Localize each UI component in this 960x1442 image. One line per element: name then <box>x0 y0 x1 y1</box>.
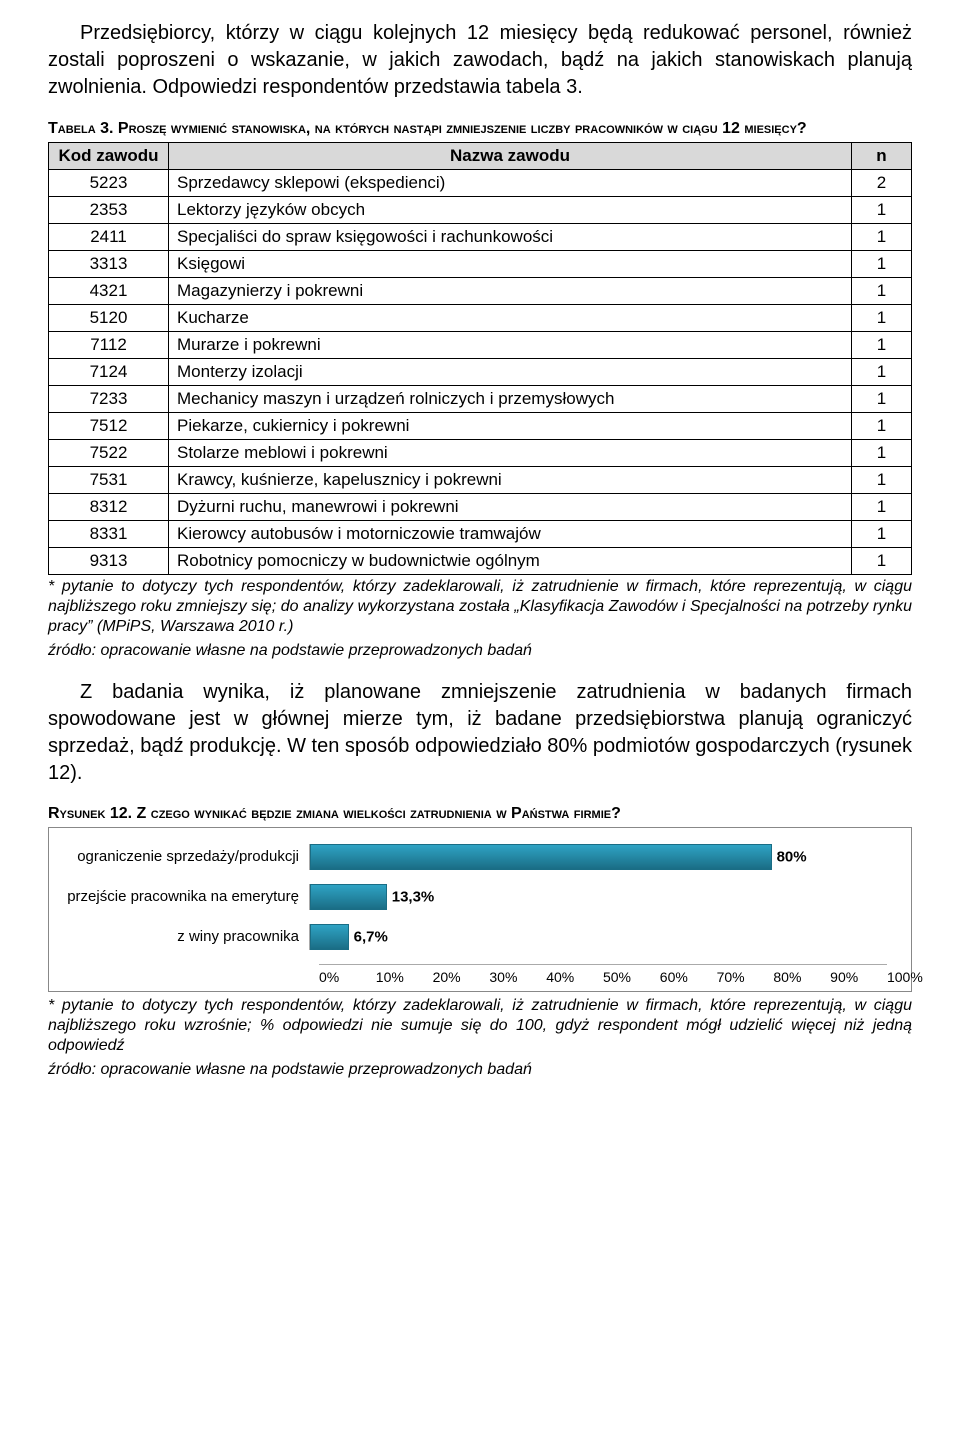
chart-row: przejście pracownika na emeryturę13,3% <box>59 884 887 910</box>
chart-bar-value: 80% <box>777 848 807 865</box>
occupations-table: Kod zawodu Nazwa zawodu n 5223Sprzedawcy… <box>48 142 912 575</box>
chart-title: Rysunek 12. Z czego wynikać będzie zmian… <box>48 805 912 823</box>
table-header-row: Kod zawodu Nazwa zawodu n <box>49 142 912 169</box>
table-source: źródło: opracowanie własne na podstawie … <box>48 641 912 661</box>
table-row: 9313Robotnicy pomocniczy w budownictwie … <box>49 547 912 574</box>
cell-name: Piekarze, cukiernicy i pokrewni <box>169 412 852 439</box>
cell-count: 1 <box>852 520 912 547</box>
cell-code: 5120 <box>49 304 169 331</box>
mid-paragraph: Z badania wynika, iż planowane zmniejsze… <box>48 679 912 787</box>
cell-name: Dyżurni ruchu, manewrowi i pokrewni <box>169 493 852 520</box>
cell-count: 1 <box>852 277 912 304</box>
cell-code: 7522 <box>49 439 169 466</box>
table-row: 7531Krawcy, kuśnierze, kapelusznicy i po… <box>49 466 912 493</box>
table-row: 7112Murarze i pokrewni1 <box>49 331 912 358</box>
cell-code: 8331 <box>49 520 169 547</box>
cell-code: 4321 <box>49 277 169 304</box>
cell-count: 1 <box>852 412 912 439</box>
table-row: 7512Piekarze, cukiernicy i pokrewni1 <box>49 412 912 439</box>
cell-count: 1 <box>852 466 912 493</box>
table-row: 8331Kierowcy autobusów i motorniczowie t… <box>49 520 912 547</box>
chart-bar-label: przejście pracownika na emeryturę <box>59 888 309 905</box>
cell-name: Robotnicy pomocniczy w budownictwie ogól… <box>169 547 852 574</box>
cell-count: 1 <box>852 304 912 331</box>
chart-bar: 80% <box>310 844 772 870</box>
cell-name: Murarze i pokrewni <box>169 331 852 358</box>
th-name: Nazwa zawodu <box>169 142 852 169</box>
table-footnote: * pytanie to dotyczy tych respondentów, … <box>48 577 912 637</box>
cell-code: 7124 <box>49 358 169 385</box>
table-row: 2353Lektorzy języków obcych1 <box>49 196 912 223</box>
cell-count: 1 <box>852 358 912 385</box>
cell-code: 9313 <box>49 547 169 574</box>
chart-bar-area: 6,7% <box>309 924 887 950</box>
table-row: 8312Dyżurni ruchu, manewrowi i pokrewni1 <box>49 493 912 520</box>
chart-footnote: * pytanie to dotyczy tych respondentów, … <box>48 996 912 1056</box>
chart-bar-label: z winy pracownika <box>59 928 309 945</box>
cell-count: 1 <box>852 439 912 466</box>
th-code: Kod zawodu <box>49 142 169 169</box>
cell-count: 1 <box>852 223 912 250</box>
cell-code: 2353 <box>49 196 169 223</box>
cell-code: 7112 <box>49 331 169 358</box>
chart-bar-area: 80% <box>309 844 887 870</box>
cell-name: Sprzedawcy sklepowi (ekspedienci) <box>169 169 852 196</box>
cell-code: 8312 <box>49 493 169 520</box>
cell-name: Specjaliści do spraw księgowości i rachu… <box>169 223 852 250</box>
chart-bar: 6,7% <box>310 924 349 950</box>
table-row: 7124Monterzy izolacji1 <box>49 358 912 385</box>
chart-source: źródło: opracowanie własne na podstawie … <box>48 1060 912 1080</box>
cell-code: 3313 <box>49 250 169 277</box>
table-row: 5223Sprzedawcy sklepowi (ekspedienci)2 <box>49 169 912 196</box>
table-row: 5120Kucharze1 <box>49 304 912 331</box>
cell-code: 2411 <box>49 223 169 250</box>
chart-bar-value: 13,3% <box>392 888 435 905</box>
cell-count: 1 <box>852 493 912 520</box>
cell-count: 2 <box>852 169 912 196</box>
cell-name: Kierowcy autobusów i motorniczowie tramw… <box>169 520 852 547</box>
cell-name: Lektorzy języków obcych <box>169 196 852 223</box>
chart-bar-area: 13,3% <box>309 884 887 910</box>
chart-row: z winy pracownika6,7% <box>59 924 887 950</box>
table-row: 7522Stolarze meblowi i pokrewni1 <box>49 439 912 466</box>
bar-chart: ograniczenie sprzedaży/produkcji80%przej… <box>48 827 912 992</box>
cell-code: 7512 <box>49 412 169 439</box>
table-row: 4321Magazynierzy i pokrewni1 <box>49 277 912 304</box>
table-title: Tabela 3. Proszę wymienić stanowiska, na… <box>48 119 912 140</box>
table-row: 2411Specjaliści do spraw księgowości i r… <box>49 223 912 250</box>
intro-paragraph: Przedsiębiorcy, którzy w ciągu kolejnych… <box>48 20 912 101</box>
cell-name: Kucharze <box>169 304 852 331</box>
chart-bar: 13,3% <box>310 884 387 910</box>
cell-code: 7531 <box>49 466 169 493</box>
cell-name: Magazynierzy i pokrewni <box>169 277 852 304</box>
cell-name: Stolarze meblowi i pokrewni <box>169 439 852 466</box>
cell-name: Księgowi <box>169 250 852 277</box>
cell-count: 1 <box>852 196 912 223</box>
cell-name: Mechanicy maszyn i urządzeń rolniczych i… <box>169 385 852 412</box>
cell-name: Krawcy, kuśnierze, kapelusznicy i pokrew… <box>169 466 852 493</box>
th-count: n <box>852 142 912 169</box>
cell-count: 1 <box>852 331 912 358</box>
cell-count: 1 <box>852 250 912 277</box>
cell-count: 1 <box>852 385 912 412</box>
cell-code: 5223 <box>49 169 169 196</box>
chart-bar-label: ograniczenie sprzedaży/produkcji <box>59 848 309 865</box>
cell-code: 7233 <box>49 385 169 412</box>
cell-name: Monterzy izolacji <box>169 358 852 385</box>
chart-bar-value: 6,7% <box>354 928 388 945</box>
table-row: 3313Księgowi1 <box>49 250 912 277</box>
chart-x-axis: 0%10%20%30%40%50%60%70%80%90%100% <box>319 964 887 985</box>
chart-row: ograniczenie sprzedaży/produkcji80% <box>59 844 887 870</box>
table-row: 7233Mechanicy maszyn i urządzeń rolniczy… <box>49 385 912 412</box>
cell-count: 1 <box>852 547 912 574</box>
